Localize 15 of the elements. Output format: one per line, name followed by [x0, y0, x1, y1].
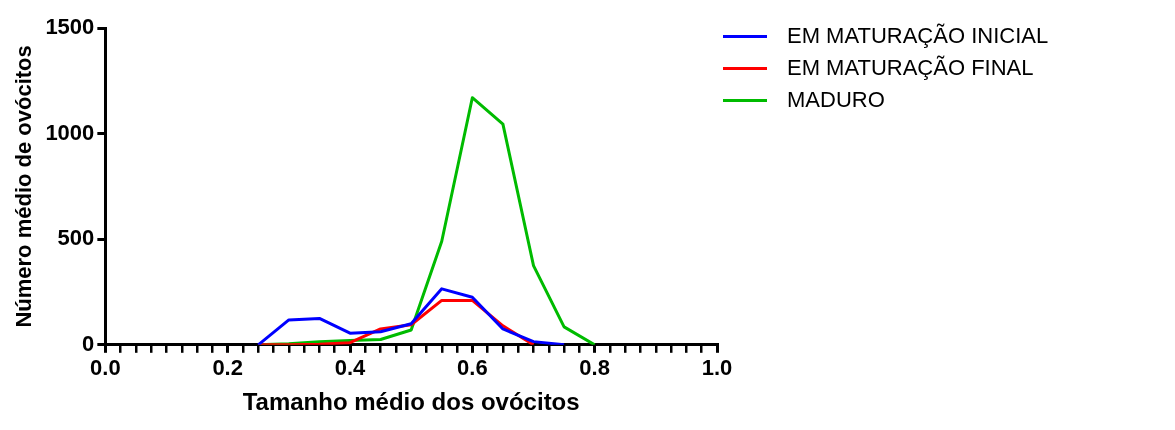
x-tick-label: 0.6	[457, 355, 488, 381]
x-tick-label: 1.0	[701, 355, 733, 381]
legend-label: MADURO	[787, 86, 885, 114]
x-tick-label: 0.8	[579, 355, 610, 381]
y-tick-label: 1500	[45, 14, 95, 40]
x-tick-label: 0.4	[334, 355, 367, 381]
legend-label: EM MATURAÇÃO INICIAL	[787, 22, 1049, 50]
y-tick-label: 500	[57, 225, 95, 251]
y-tick-label: 1000	[45, 119, 95, 145]
y-axis-title: Número médio de ovócitos	[11, 45, 37, 328]
y-tick-label: 0	[82, 330, 95, 356]
x-tick-label: 0.2	[212, 355, 243, 381]
x-axis-title: Tamanho médio dos ovócitos	[242, 388, 580, 416]
x-tick-label: 0.0	[90, 355, 121, 381]
legend-label: EM MATURAÇÃO FINAL	[787, 54, 1034, 82]
